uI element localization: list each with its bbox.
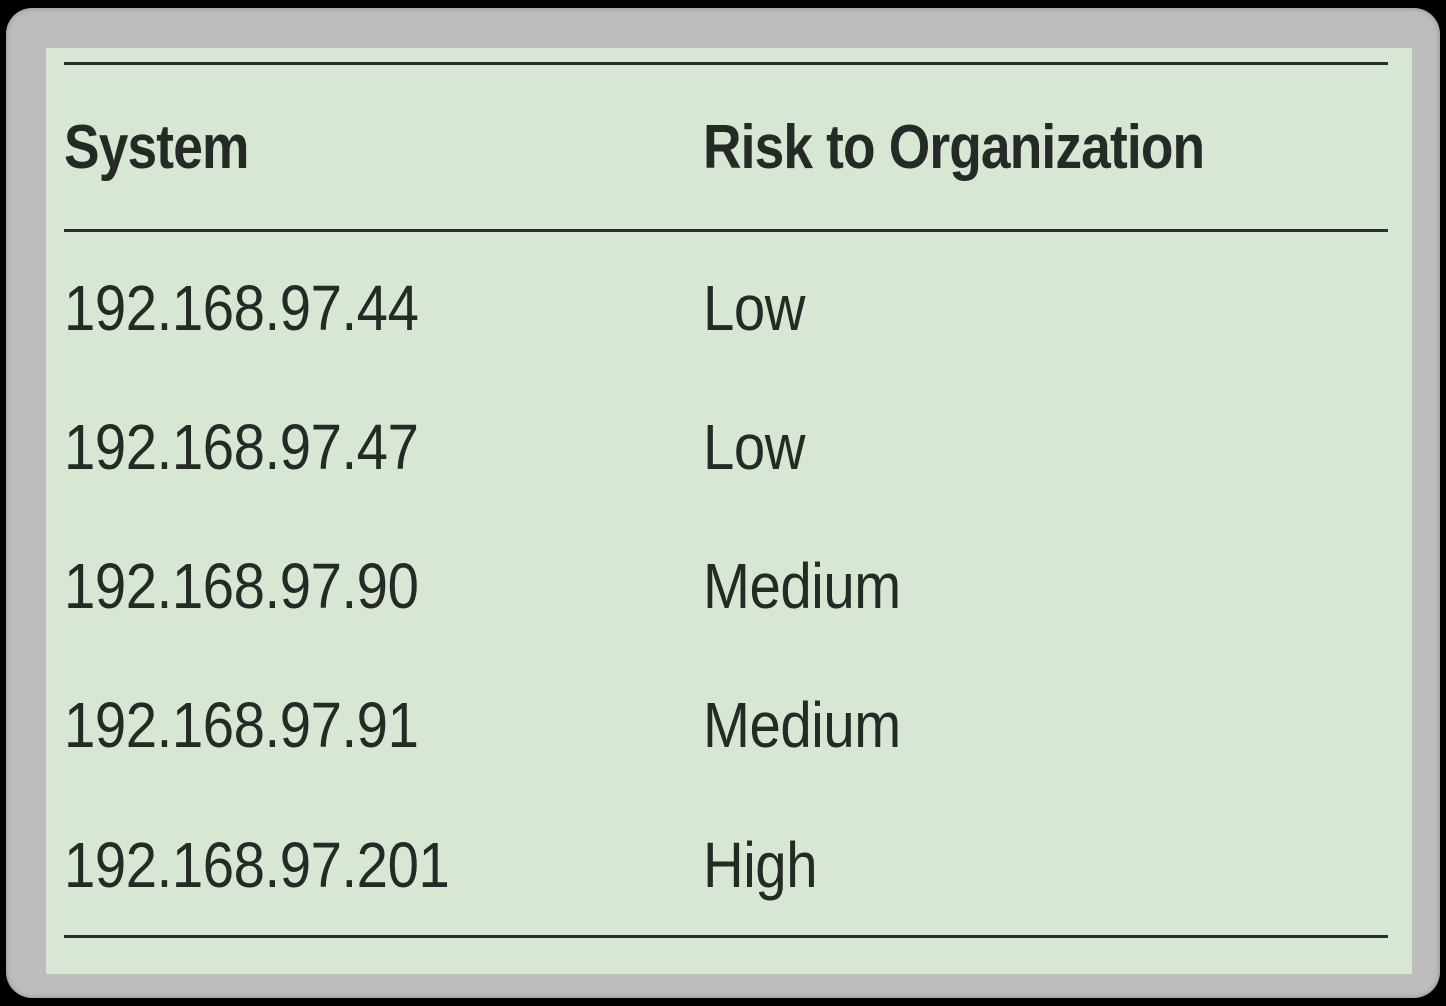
risk-cell: High bbox=[703, 828, 818, 901]
risk-table-container: System Risk to Organization 192.168.97.4… bbox=[64, 62, 1388, 938]
table-header: System Risk to Organization bbox=[64, 63, 1388, 231]
column-header-system: System bbox=[64, 112, 249, 182]
risk-cell: Low bbox=[703, 271, 805, 344]
column-header-risk: Risk to Organization bbox=[703, 112, 1205, 182]
table-row: 192.168.97.44 Low bbox=[64, 231, 1388, 378]
system-cell: 192.168.97.91 bbox=[64, 688, 419, 761]
system-cell: 192.168.97.47 bbox=[64, 410, 419, 483]
risk-cell: Low bbox=[703, 410, 805, 483]
system-cell: 192.168.97.90 bbox=[64, 549, 419, 622]
table-row: 192.168.97.47 Low bbox=[64, 377, 1388, 516]
header-row: System Risk to Organization bbox=[64, 63, 1388, 231]
system-cell: 192.168.97.44 bbox=[64, 271, 419, 344]
risk-cell: Medium bbox=[703, 688, 901, 761]
table-row: 192.168.97.91 Medium bbox=[64, 655, 1388, 794]
system-cell: 192.168.97.201 bbox=[64, 828, 450, 901]
table-row: 192.168.97.201 High bbox=[64, 794, 1388, 937]
image-frame bbox=[6, 8, 1440, 998]
table-row: 192.168.97.90 Medium bbox=[64, 516, 1388, 655]
risk-table: System Risk to Organization 192.168.97.4… bbox=[64, 62, 1388, 938]
table-panel bbox=[46, 48, 1412, 974]
risk-cell: Medium bbox=[703, 549, 901, 622]
table-body: 192.168.97.44 Low 192.168.97.47 Low 192.… bbox=[64, 231, 1388, 937]
